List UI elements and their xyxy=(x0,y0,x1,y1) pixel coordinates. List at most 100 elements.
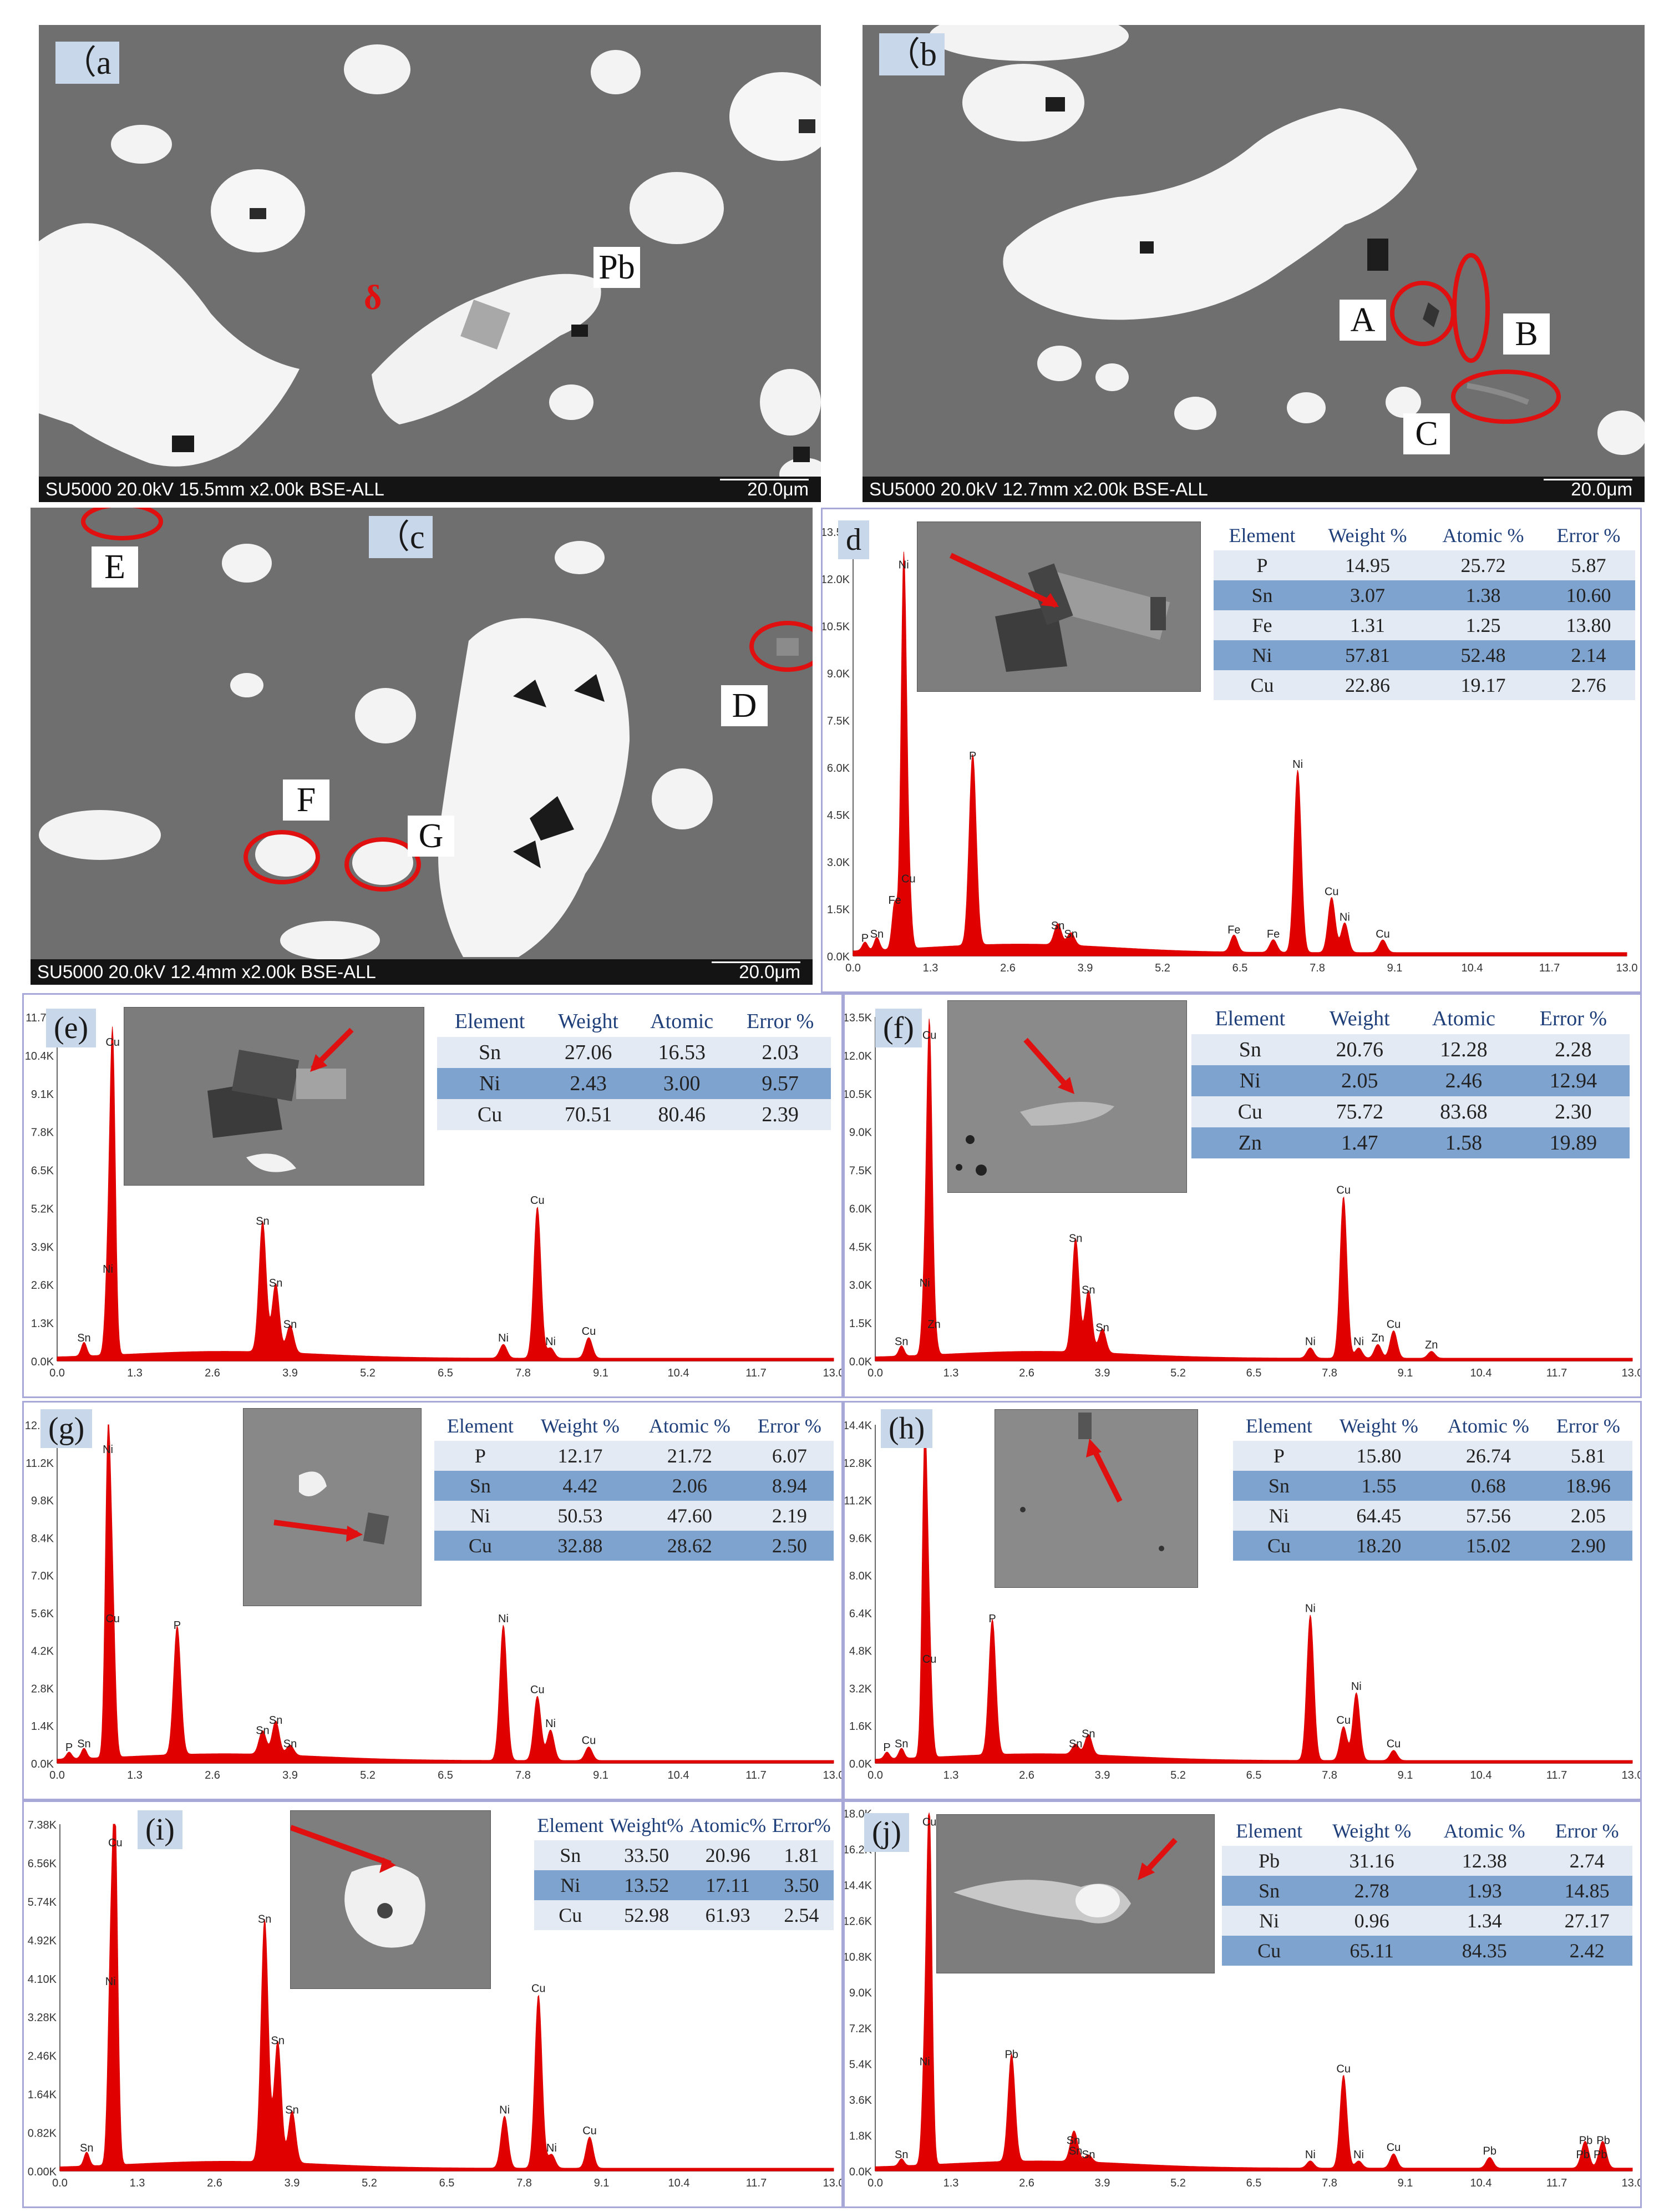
x-tick-label: 1.3 xyxy=(943,1769,959,1781)
sem-micrograph-a xyxy=(39,44,821,491)
eds-panel-g: 0.0K 1.4K 2.8K 4.2K 5.6K 7.0K 8.4K 9.8K 11.2K 12.… xyxy=(22,1401,843,1800)
peak-label: Cu xyxy=(922,1653,937,1666)
panel-label-j: (j) xyxy=(864,1813,909,1852)
y-tick-label: 7.0K xyxy=(31,1570,54,1582)
peak-label: Pb xyxy=(1576,2149,1590,2161)
table-cell: 2.30 xyxy=(1516,1096,1630,1127)
table-cell: 20.96 xyxy=(686,1840,769,1870)
y-tick-label: 5.6K xyxy=(31,1608,54,1620)
x-tick-label: 9.1 xyxy=(594,2177,610,2189)
y-tick-label: 9.0K xyxy=(849,1987,872,2000)
y-tick-label: 0.0K xyxy=(849,1356,872,1368)
table-cell: 21.72 xyxy=(634,1441,745,1471)
panel-label-d: d xyxy=(838,520,869,559)
y-tick-label: 4.5K xyxy=(827,809,850,822)
table-cell: 5.81 xyxy=(1544,1441,1632,1471)
x-tick-label: 0.0 xyxy=(49,1367,65,1379)
table-cell: 2.46 xyxy=(1411,1065,1517,1096)
x-tick-label: 10.4 xyxy=(1470,2177,1492,2189)
table-cell: 15.80 xyxy=(1325,1441,1433,1471)
column-header: Error % xyxy=(1541,520,1635,550)
x-tick-label: 2.6 xyxy=(205,1367,220,1379)
table-cell: 52.48 xyxy=(1424,640,1542,670)
eds-spectrum-d: 0.0K 1.5K 3.0K 4.5K 6.0K 7.5K 9.0K 10.5K 12.0K 13… xyxy=(823,527,1638,974)
x-tick-label: 11.7 xyxy=(1546,1367,1567,1379)
table-row: Ni 13.52 17.11 3.50 xyxy=(534,1870,834,1900)
x-tick-label: 0.0 xyxy=(845,962,861,974)
x-tick-label: 3.9 xyxy=(1078,962,1093,974)
peak-label: Sn xyxy=(1095,1322,1109,1334)
inset-micrograph-d xyxy=(917,522,1201,692)
table-row: Sn 4.42 2.06 8.94 xyxy=(434,1471,834,1501)
peak-label: Cu xyxy=(1387,1738,1401,1750)
peak-label: Ni xyxy=(1340,911,1350,923)
x-tick-label: 0.0 xyxy=(867,2177,883,2189)
table-cell: 0.96 xyxy=(1316,1906,1428,1936)
table-cell: 5.87 xyxy=(1541,550,1635,580)
y-tick-label: 6.4K xyxy=(849,1608,872,1620)
x-tick-label: 9.1 xyxy=(1387,962,1403,974)
peak-label: Sn xyxy=(895,2149,908,2161)
column-header: Element xyxy=(1214,520,1311,550)
table-cell: 2.05 xyxy=(1308,1065,1411,1096)
composition-table-e: Element Weight Atomic Error % Sn 27.06 16.53 2.… xyxy=(437,1006,831,1130)
x-tick-label: 13.0 xyxy=(1616,962,1638,974)
peak-label: Sn xyxy=(1069,1738,1082,1750)
peak-label: Ni xyxy=(899,559,909,571)
x-tick-label: 7.8 xyxy=(516,2177,532,2189)
y-tick-label: 12.8K xyxy=(845,1457,872,1470)
x-tick-label: 11.7 xyxy=(745,1367,766,1379)
composition-table-g: Element Weight % Atomic % Error % P 12.17 21.7… xyxy=(434,1411,834,1561)
table-cell: 16.53 xyxy=(634,1037,730,1068)
table-cell: 1.93 xyxy=(1427,1876,1542,1906)
table-cell: 83.68 xyxy=(1411,1096,1517,1127)
peak-label: Sn xyxy=(256,1215,269,1227)
column-header: Atomic % xyxy=(634,1411,745,1441)
sem-image-c: （c E D F G SU5000 20.0kV 12.4mm x2.00k B… xyxy=(31,508,813,985)
y-tick-label: 12.0K xyxy=(845,1050,872,1062)
sem-caption: SU5000 20.0kV 15.5mm x2.00k BSE-ALL xyxy=(45,479,384,499)
x-tick-label: 1.3 xyxy=(130,2177,145,2189)
peak-label: Ni xyxy=(1305,1335,1316,1348)
peak-label: Cu xyxy=(1325,886,1339,898)
table-row: Ni 50.53 47.60 2.19 xyxy=(434,1501,834,1531)
x-tick-label: 13.0 xyxy=(823,2177,843,2189)
table-cell: Cu xyxy=(1191,1096,1309,1127)
y-tick-label: 0.00K xyxy=(28,2166,57,2178)
x-tick-label: 6.5 xyxy=(439,2177,455,2189)
y-tick-label: 2.46K xyxy=(28,2051,57,2063)
table-cell: 1.81 xyxy=(769,1840,834,1870)
peak-label: Cu xyxy=(530,1684,545,1696)
y-tick-label: 13.5K xyxy=(845,1012,872,1024)
y-tick-label: 3.6K xyxy=(849,2094,872,2107)
table-cell: 57.81 xyxy=(1310,640,1425,670)
y-tick-label: 3.0K xyxy=(827,857,850,869)
table-cell: 3.50 xyxy=(769,1870,834,1900)
y-tick-label: 8.0K xyxy=(849,1570,872,1582)
x-tick-label: 10.4 xyxy=(1470,1769,1492,1781)
peak-label: Sn xyxy=(258,1914,271,1926)
x-tick-label: 3.9 xyxy=(282,1367,298,1379)
scale-label: 20.0μm xyxy=(739,961,800,982)
table-row: Cu 75.72 83.68 2.30 xyxy=(1191,1096,1630,1127)
y-tick-label: 14.4K xyxy=(845,1880,872,1892)
panel-label-f: (f) xyxy=(875,1009,922,1047)
table-cell: 47.60 xyxy=(634,1501,745,1531)
table-cell: 10.60 xyxy=(1541,580,1635,610)
inset-micrograph-e xyxy=(124,1007,424,1186)
x-tick-label: 7.8 xyxy=(1322,1769,1337,1781)
site-tag-d: D xyxy=(721,685,768,726)
peak-label: Sn xyxy=(1067,2134,1080,2147)
table-cell: P xyxy=(434,1441,526,1471)
peak-label: P xyxy=(883,1742,890,1754)
x-tick-label: 13.0 xyxy=(1622,1367,1642,1379)
sem-image-a: （a Pb δ SU5000 20.0kV 15.5mm x2.00k BSE-… xyxy=(39,25,821,502)
table-cell: Sn xyxy=(1233,1471,1325,1501)
x-tick-label: 13.0 xyxy=(823,1769,843,1781)
x-tick-label: 6.5 xyxy=(1246,1769,1262,1781)
table-cell: 18.96 xyxy=(1544,1471,1632,1501)
y-tick-label: 12.6K xyxy=(845,1916,872,1928)
table-row: Cu 22.86 19.17 2.76 xyxy=(1214,670,1635,700)
eds-panel-j: 0.0K 1.8K 3.6K 5.4K 7.2K 9.0K 10.8K 12.6K 14.4K 1… xyxy=(843,1800,1642,2208)
table-cell: Cu xyxy=(1214,670,1311,700)
